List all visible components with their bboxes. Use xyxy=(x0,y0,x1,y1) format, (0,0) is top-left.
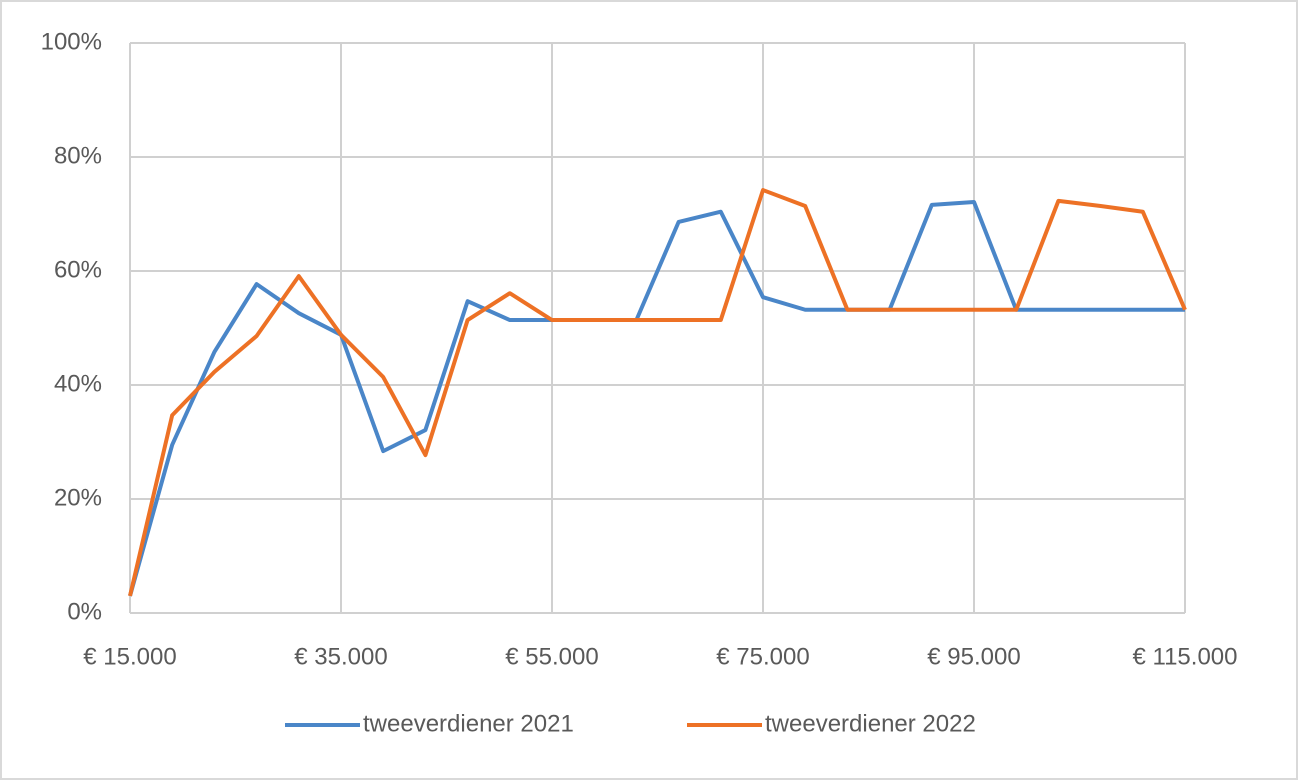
y-tick-label: 80% xyxy=(54,142,102,169)
legend-item: tweeverdiener 2022 xyxy=(687,710,976,737)
x-tick-label: € 115.000 xyxy=(1133,643,1238,670)
legend-label: tweeverdiener 2022 xyxy=(765,710,976,737)
x-tick-label: € 55.000 xyxy=(505,643,598,670)
data-line xyxy=(128,188,1187,597)
x-tick-label: € 35.000 xyxy=(294,643,387,670)
data-line xyxy=(128,200,1185,597)
y-tick-label: 0% xyxy=(67,598,102,625)
legend-label: tweeverdiener 2021 xyxy=(363,710,574,737)
y-tick-label: 60% xyxy=(54,256,102,283)
y-tick-label: 20% xyxy=(54,484,102,511)
y-tick-label: 100% xyxy=(41,28,102,55)
x-tick-label: € 95.000 xyxy=(927,643,1020,670)
x-tick-label: € 75.000 xyxy=(716,643,809,670)
y-tick-label: 40% xyxy=(54,370,102,397)
x-tick-label: € 15.000 xyxy=(83,643,176,670)
legend-item: tweeverdiener 2021 xyxy=(285,710,574,737)
